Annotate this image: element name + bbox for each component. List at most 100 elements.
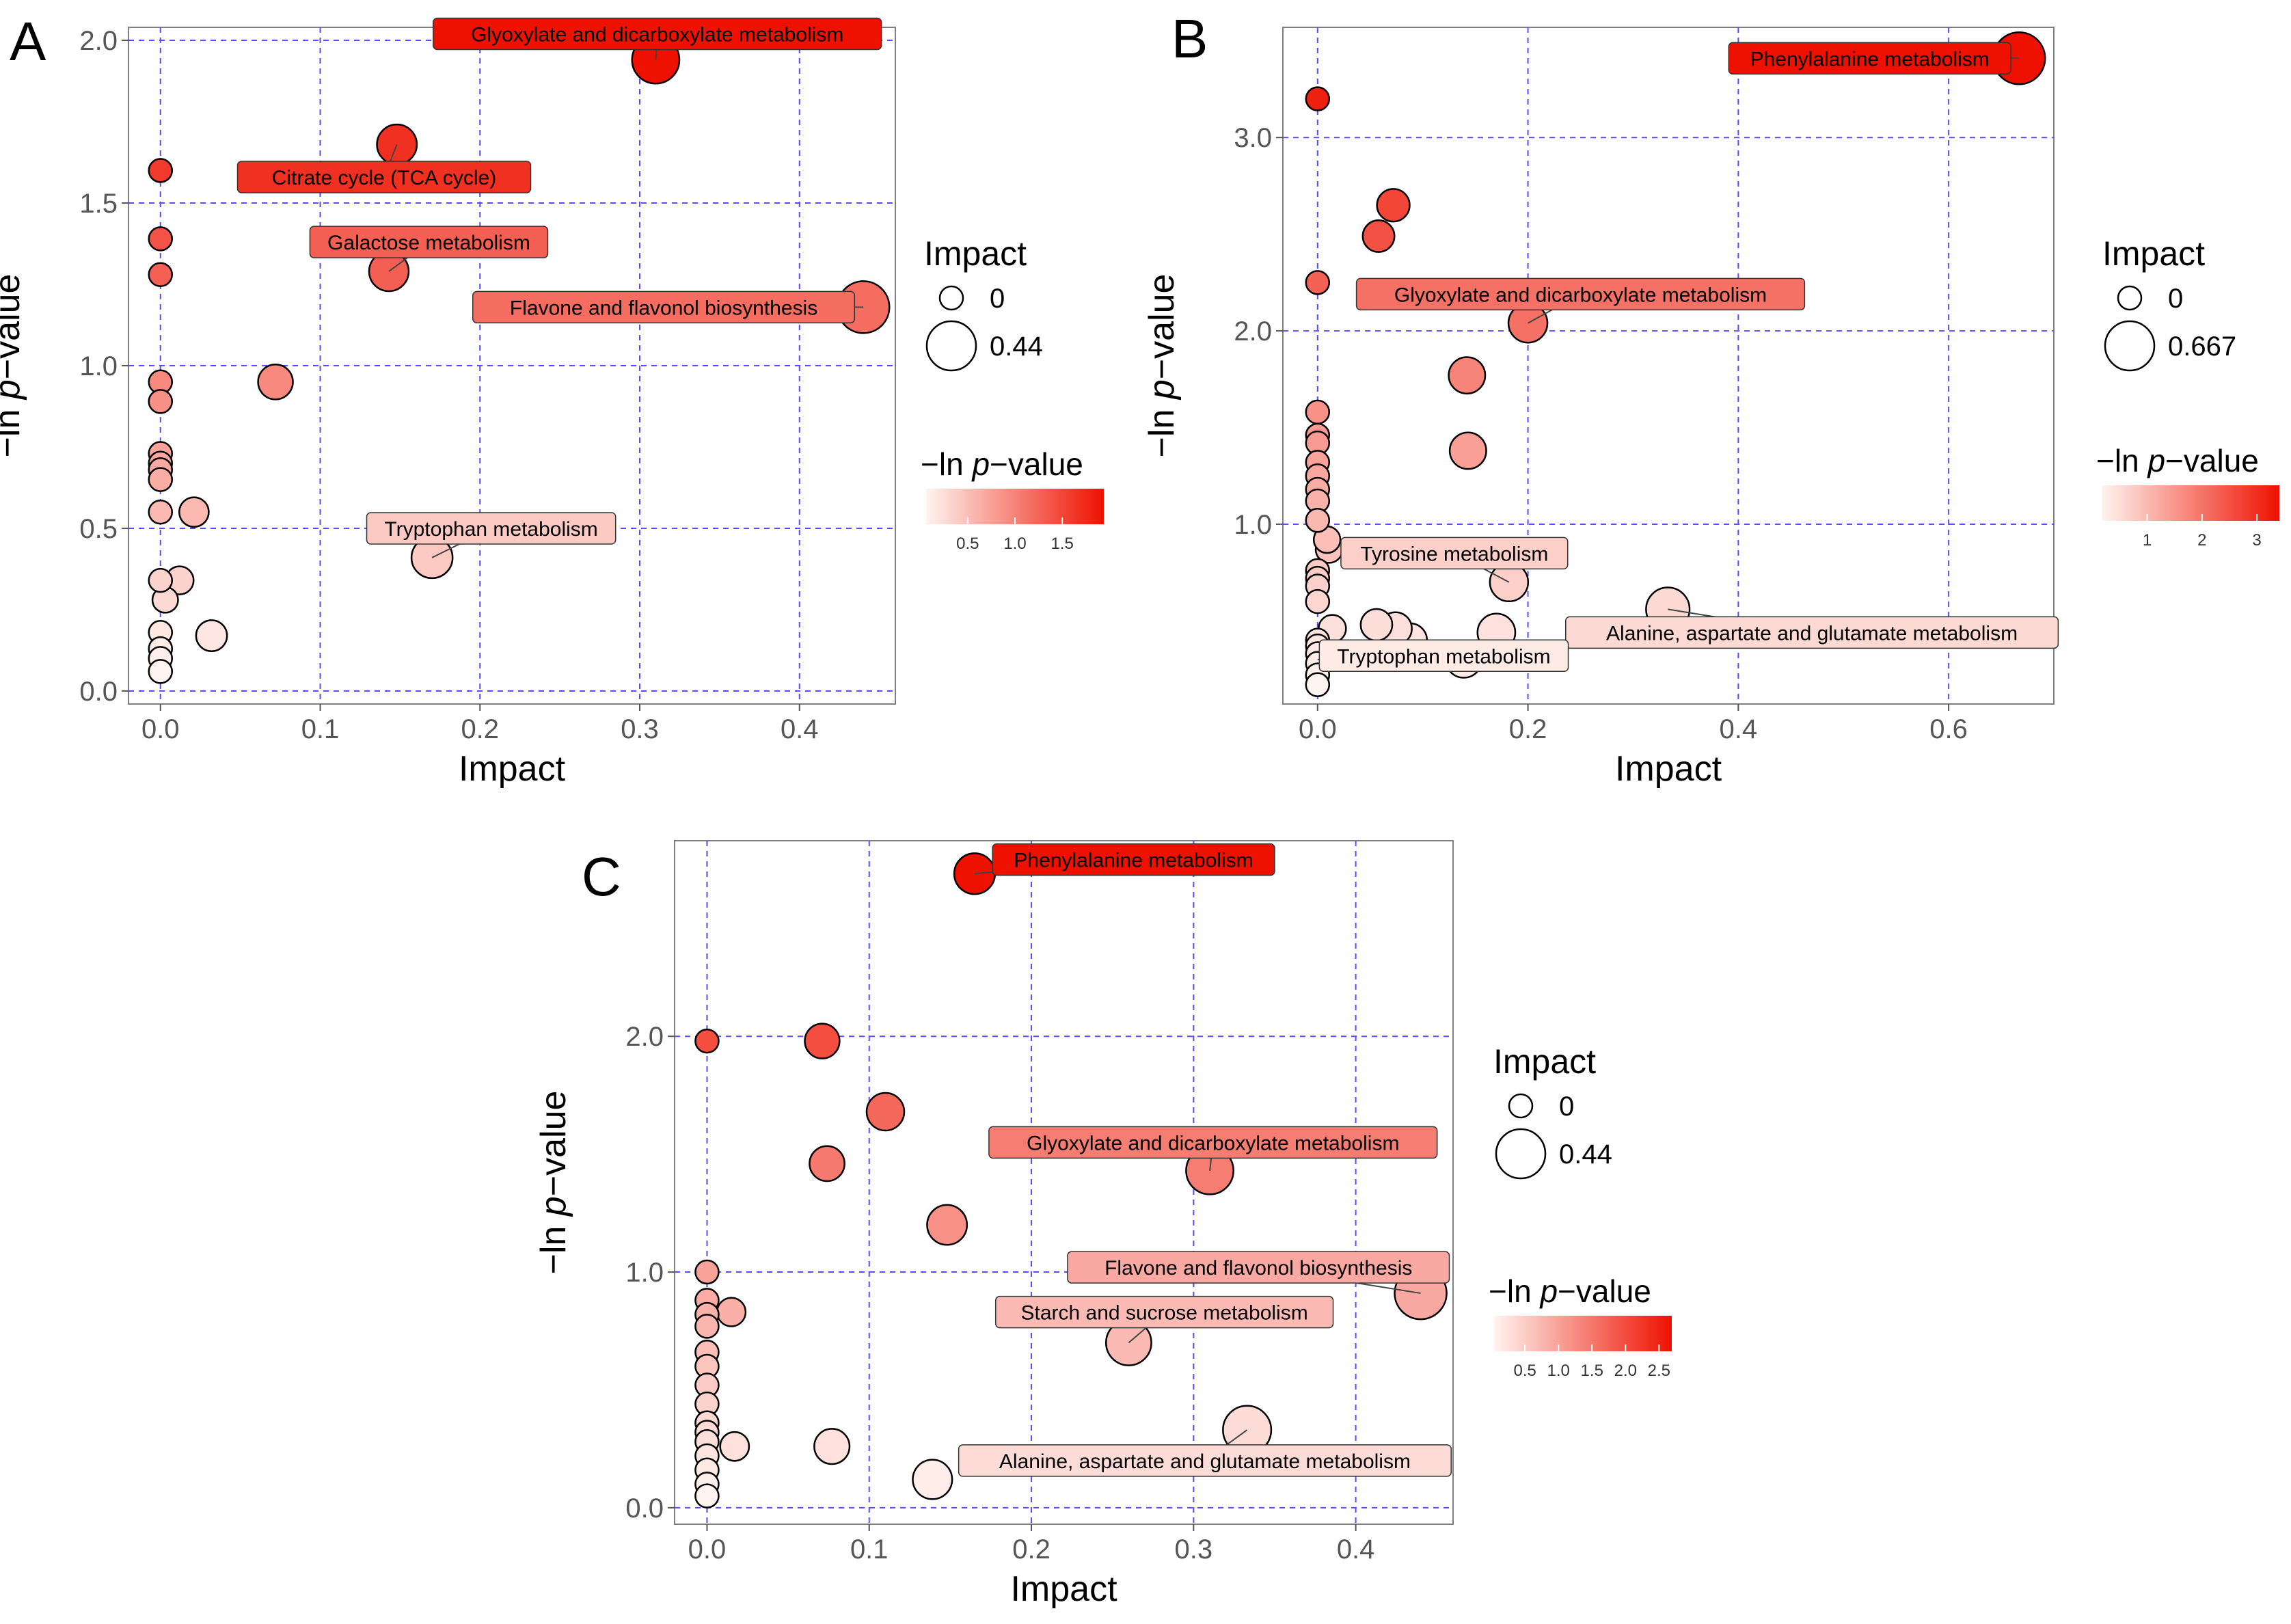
panel-c-xtick-label-0: 0.0: [688, 1534, 727, 1565]
panel-a-ylabel-italic: p: [0, 379, 27, 401]
panel-c-size-legend-label-1: 0.44: [1559, 1139, 1612, 1169]
panel-b-colorbar-tick-label-3: 3: [2252, 531, 2261, 550]
panel-a-annotation-text-1: Citrate cycle (TCA cycle): [272, 167, 496, 189]
panel-b-color-legend-title: −ln p−value: [2096, 443, 2259, 478]
panel-c-ytick-label-2: 2.0: [625, 1022, 664, 1052]
panel-b-annotation-text-3: Alanine, aspartate and glutamate metabol…: [1606, 622, 2018, 645]
panel-c-xtick-label-0p1: 0.1: [850, 1534, 889, 1565]
panel-b-size-legend-label-1: 0.667: [2168, 331, 2236, 362]
panel-c-point-13: [719, 1431, 750, 1462]
panel-a: A 0.0 0.1 0.2 0.3 0.4 0.0 0.5 1.0 1.5 2.0 Impact −ln…: [0, 11, 1104, 789]
panel-b-annotation-2: Tyrosine metabolism: [1340, 537, 1569, 583]
panel-b-ytick-label-1: 1.0: [1234, 510, 1272, 540]
panel-c-annotation-3: Starch and sucrose metabolism: [994, 1295, 1334, 1344]
panel-b-size-legend-title: Impact: [2102, 234, 2205, 273]
panel-b-size-legend-small: [2117, 285, 2143, 311]
panel-a-point-10: [148, 389, 173, 414]
panel-c-point-17: [694, 1314, 720, 1339]
panel-b-color-legend: −ln p−value 1 2 3: [2096, 443, 2279, 550]
panel-b-colorbar-tick-label-1: 1: [2143, 531, 2152, 550]
panel-a-color-legend-title-prefix: −ln: [921, 446, 972, 482]
panel-a-annotation-4: Tryptophan metabolism: [366, 512, 616, 558]
panel-a-point-17: [148, 567, 173, 593]
panel-b-point-34: [1305, 672, 1331, 697]
panel-a-size-legend: Impact 0 0.44: [924, 234, 1043, 372]
panel-a-annotation-3: Flavone and flavonol biosynthesis: [472, 290, 864, 324]
panel-a-point-15: [148, 499, 173, 525]
panel-c-ylabel-italic: p: [534, 1196, 573, 1217]
panel-a-ytick-label-0: 0.0: [79, 677, 118, 707]
panel-c-size-legend-label-0: 0: [1559, 1092, 1574, 1122]
panel-c-point-3: [865, 1092, 906, 1132]
panel-a-ylabel-prefix: −ln: [0, 399, 27, 457]
panel-b-point-28: [1305, 588, 1331, 614]
panel-a-xtick-label-0: 0.0: [141, 714, 180, 744]
panel-b-annotation-3: Alanine, aspartate and glutamate metabol…: [1565, 608, 2059, 649]
panel-a-point-6: [148, 158, 173, 183]
panel-b-point-1: [1305, 86, 1331, 111]
panel-b-ylabel-suffix: −value: [1142, 274, 1182, 380]
panel-b-point-4: [1305, 270, 1331, 295]
panel-a-annotation-box-3: [472, 290, 856, 324]
panel-c-annotation-0: Phenylalanine metabolism: [974, 843, 1275, 876]
panel-c-ylabel-prefix: −ln: [534, 1216, 573, 1274]
panel-c-annotation-text-1: Glyoxylate and dicarboxylate metabolism: [1027, 1132, 1399, 1154]
panel-a-annotation-text-2: Galactose metabolism: [327, 232, 530, 254]
panel-a-xtick-label-0p1: 0.1: [301, 714, 340, 744]
panel-b-colorbar: [2102, 485, 2279, 521]
panel-c-annotation-text-3: Starch and sucrose metabolism: [1021, 1302, 1308, 1325]
panel-b-xtick-label-0p2: 0.2: [1509, 714, 1547, 744]
panel-a-annotation-box-2: [309, 226, 549, 258]
panel-a-size-legend-label-1: 0.44: [990, 331, 1043, 362]
panel-c-size-legend-large: [1495, 1128, 1547, 1180]
panel-a-size-legend-title: Impact: [924, 234, 1027, 273]
panel-c-size-legend: Impact 0 0.44: [1493, 1042, 1612, 1180]
panel-a-size-legend-large: [925, 320, 977, 372]
panel-a-annotation-box-0: [433, 17, 882, 51]
panel-a-xtick-label-0p3: 0.3: [621, 714, 659, 744]
panel-a-colorbar-tick-label-1p5: 1.5: [1050, 534, 1073, 553]
panel-b-color-legend-title-suffix: −value: [2165, 443, 2259, 478]
panel-a-xtick-label-0p4: 0.4: [781, 714, 819, 744]
panel-c-annotation-box-0: [992, 843, 1275, 876]
panel-c-point-11: [912, 1459, 953, 1500]
panel-b-annotation-box-2: [1340, 537, 1569, 570]
panel-a-point-24: [148, 659, 173, 684]
panel-b-color-legend-title-prefix: −ln: [2096, 443, 2147, 478]
panel-a-ylabel: −ln p−value: [0, 274, 27, 458]
panel-c-colorbar-tick-label-0p5: 0.5: [1513, 1362, 1536, 1380]
panel-c-color-legend-title: −ln p−value: [1489, 1273, 1651, 1309]
panel-a-annotation-text-0: Glyoxylate and dicarboxylate metabolism: [471, 24, 843, 46]
panel-c-colorbar-tick-label-1p5: 1.5: [1581, 1362, 1603, 1380]
panel-a-color-legend-title: −ln p−value: [921, 446, 1083, 482]
panel-b-point-11: [1359, 608, 1394, 642]
panel-b-point-15: [1305, 399, 1331, 425]
panel-c-annotation-box-1: [988, 1126, 1438, 1159]
panel-b-xtick-label-0: 0.0: [1299, 714, 1337, 744]
panel-a-point-20: [195, 619, 228, 652]
panel-c-point-0: [953, 852, 997, 895]
panel-a-point-16: [178, 496, 210, 528]
panel-b-xlabel: Impact: [1615, 749, 1722, 789]
panel-b-annotation-text-2: Tyrosine metabolism: [1360, 543, 1548, 565]
panel-c-colorbar: [1494, 1316, 1672, 1351]
panel-b-point-22: [1305, 508, 1331, 533]
panel-a-label: A: [10, 11, 46, 72]
panel-b-colorbar-tick-label-2: 2: [2197, 531, 2206, 550]
panel-a-color-legend-title-suffix: −value: [990, 446, 1083, 482]
panel-b-annotation-box-1: [1355, 278, 1806, 311]
panel-c-point-4: [809, 1145, 845, 1182]
panel-a-ytick-label-2: 2.0: [79, 26, 118, 56]
panel-a-ytick-label-1p5: 1.5: [79, 189, 118, 219]
panel-b-point-3: [1361, 219, 1396, 253]
panel-c-annotation-box-3: [994, 1295, 1334, 1329]
panel-a-size-legend-label-0: 0: [990, 284, 1005, 314]
panel-b-label: B: [1171, 8, 1208, 69]
panel-a-ytick-label-1: 1.0: [79, 351, 118, 381]
panel-b-xtick-label-0p4: 0.4: [1720, 714, 1758, 744]
panel-b-size-legend-large: [2104, 320, 2156, 372]
panel-c-ytick-label-0: 0.0: [625, 1493, 664, 1524]
panel-a-annotation-box-4: [366, 512, 616, 545]
